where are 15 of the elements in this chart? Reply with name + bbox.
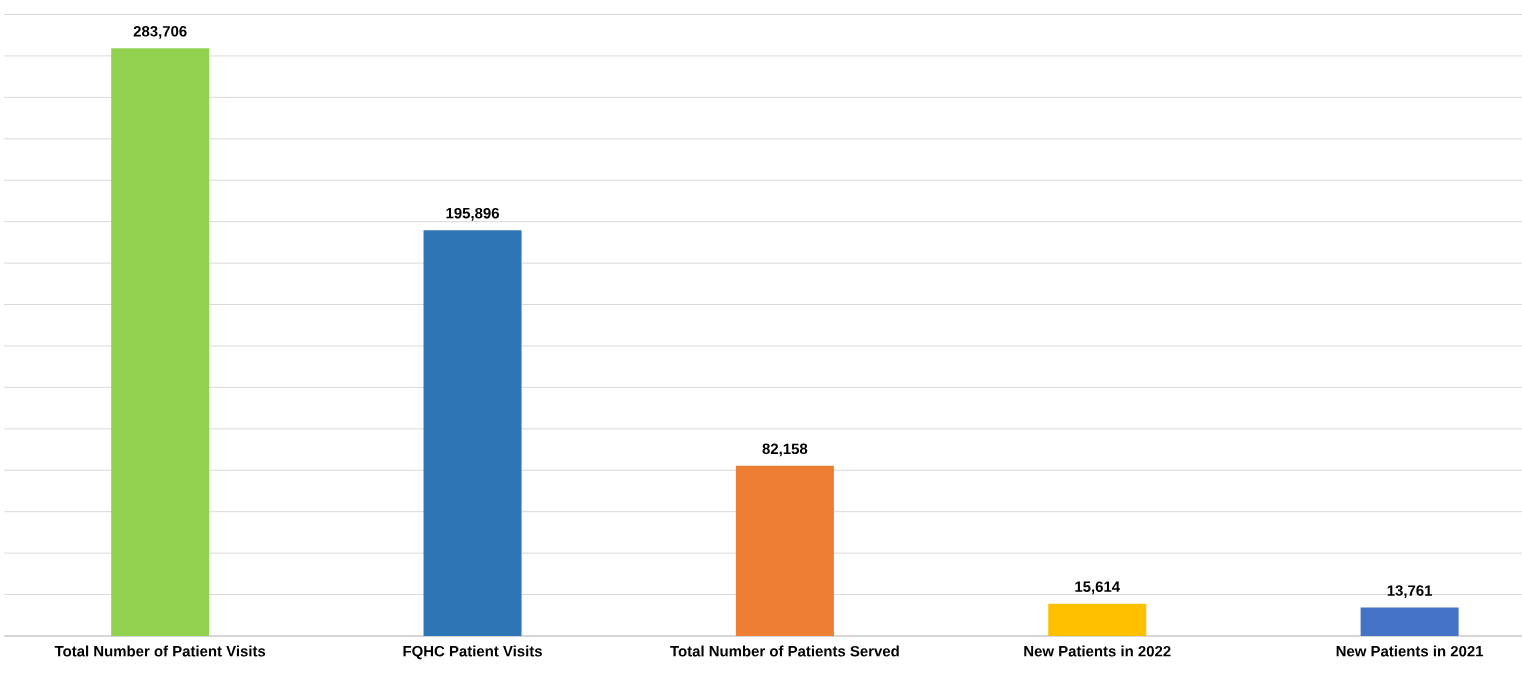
x-tick-label: New Patients in 2022 <box>1024 645 1171 657</box>
x-tick-label: Total Number of Patients Served <box>670 645 899 657</box>
bar <box>423 230 522 636</box>
data-label: 82,158 <box>762 443 808 457</box>
bar <box>1048 603 1147 636</box>
bar <box>111 48 210 636</box>
bar <box>735 465 834 636</box>
x-tick-label: FQHC Patient Visits <box>403 645 542 660</box>
data-label: 13,761 <box>1387 585 1433 598</box>
x-tick-label: Total Number of Patient Visits <box>54 645 266 657</box>
data-label: 283,706 <box>133 25 187 39</box>
data-label: 195,896 <box>446 207 499 221</box>
bar <box>1360 607 1459 636</box>
x-tick-label: New Patients in 2021 <box>1336 645 1484 657</box>
data-label: 15,614 <box>1075 581 1121 595</box>
